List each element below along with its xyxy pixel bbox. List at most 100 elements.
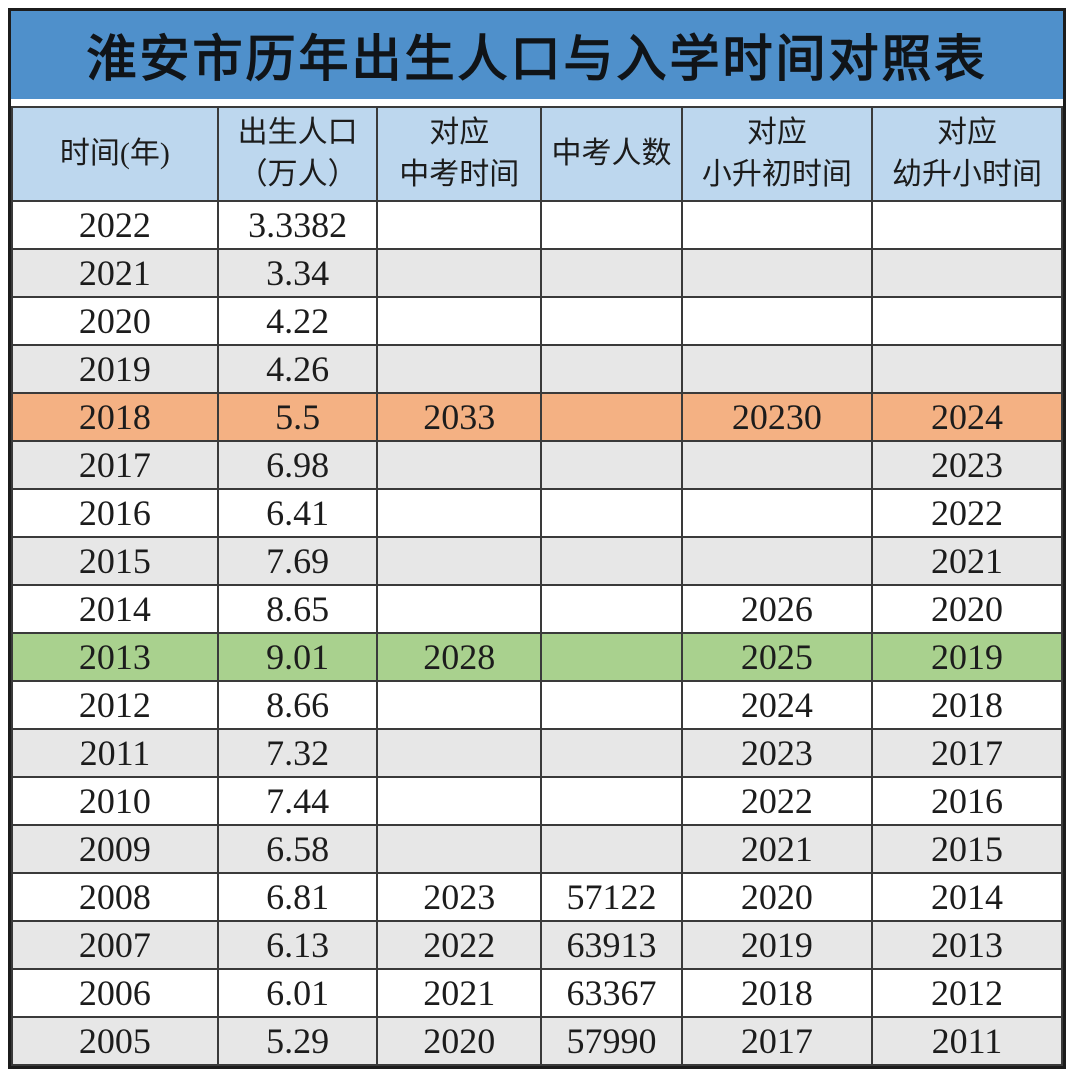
- cell-2006-youshengxiao-year: 2012: [870, 968, 1064, 1018]
- cell-2008-youshengxiao-year: 2014: [870, 872, 1064, 922]
- cell-2019-youshengxiao-year: [870, 344, 1064, 394]
- cell-2017-year: 2017: [11, 440, 219, 490]
- table-row-2011: 2011 7.32 2023 2017: [11, 728, 1064, 778]
- table-body: 2022 3.3382 2021 3.34 2020 4.22 2019 4.26 2018 5.…: [11, 200, 1064, 1066]
- cell-2007-zhongkao-year: 2022: [376, 920, 543, 970]
- cell-2005-year: 2005: [11, 1016, 219, 1066]
- cell-2007-year: 2007: [11, 920, 219, 970]
- table-title: 淮安市历年出生人口与入学时间对照表: [11, 11, 1063, 106]
- table-row-2010: 2010 7.44 2022 2016: [11, 776, 1064, 826]
- header-row: 时间(年) 出生人口 （万人） 对应 中考时间 中考人数 对应 小升初时间 对应 幼升小时间: [11, 106, 1064, 202]
- cell-2008-xiaoshengchu-year: 2020: [680, 872, 873, 922]
- cell-2015-zhongkao-count: [540, 536, 683, 586]
- cell-2016-birth-population: 6.41: [216, 488, 379, 538]
- cell-2006-zhongkao-count: 63367: [540, 968, 683, 1018]
- cell-2010-xiaoshengchu-year: 2022: [680, 776, 873, 826]
- cell-2009-year: 2009: [11, 824, 219, 874]
- cell-2022-birth-population: 3.3382: [216, 200, 379, 250]
- cell-2013-zhongkao-year: 2028: [376, 632, 543, 682]
- cell-2021-year: 2021: [11, 248, 219, 298]
- cell-2005-birth-population: 5.29: [216, 1016, 379, 1066]
- cell-2007-youshengxiao-year: 2013: [870, 920, 1064, 970]
- cell-2011-youshengxiao-year: 2017: [870, 728, 1064, 778]
- cell-2022-year: 2022: [11, 200, 219, 250]
- cell-2007-xiaoshengchu-year: 2019: [680, 920, 873, 970]
- cell-2012-zhongkao-year: [376, 680, 543, 730]
- cell-2017-zhongkao-count: [540, 440, 683, 490]
- cell-2021-zhongkao-year: [376, 248, 543, 298]
- cell-2017-xiaoshengchu-year: [680, 440, 873, 490]
- cell-2021-birth-population: 3.34: [216, 248, 379, 298]
- column-header-youshengxiao-year: 对应 幼升小时间: [870, 106, 1064, 202]
- column-header-xiaoshengchu-year: 对应 小升初时间: [680, 106, 873, 202]
- cell-2020-year: 2020: [11, 296, 219, 346]
- cell-2017-zhongkao-year: [376, 440, 543, 490]
- cell-2009-zhongkao-count: [540, 824, 683, 874]
- cell-2011-year: 2011: [11, 728, 219, 778]
- cell-2006-xiaoshengchu-year: 2018: [680, 968, 873, 1018]
- table-row-2016: 2016 6.41 2022: [11, 488, 1064, 538]
- table-row-2020: 2020 4.22: [11, 296, 1064, 346]
- cell-2006-zhongkao-year: 2021: [376, 968, 543, 1018]
- table-row-2013: 2013 9.01 2028 2025 2019: [11, 632, 1064, 682]
- cell-2020-xiaoshengchu-year: [680, 296, 873, 346]
- cell-2016-year: 2016: [11, 488, 219, 538]
- table-row-2007: 2007 6.13 2022 63913 2019 2013: [11, 920, 1064, 970]
- cell-2012-youshengxiao-year: 2018: [870, 680, 1064, 730]
- cell-2018-year: 2018: [11, 392, 219, 442]
- cell-2018-xiaoshengchu-year: 20230: [680, 392, 873, 442]
- cell-2005-xiaoshengchu-year: 2017: [680, 1016, 873, 1066]
- table-row-2005: 2005 5.29 2020 57990 2017 2011: [11, 1016, 1064, 1066]
- cell-2014-xiaoshengchu-year: 2026: [680, 584, 873, 634]
- cell-2009-youshengxiao-year: 2015: [870, 824, 1064, 874]
- table-row-2009: 2009 6.58 2021 2015: [11, 824, 1064, 874]
- cell-2016-zhongkao-year: [376, 488, 543, 538]
- cell-2016-xiaoshengchu-year: [680, 488, 873, 538]
- column-header-zhongkao-year: 对应 中考时间: [376, 106, 543, 202]
- cell-2014-birth-population: 8.65: [216, 584, 379, 634]
- cell-2012-zhongkao-count: [540, 680, 683, 730]
- cell-2015-youshengxiao-year: 2021: [870, 536, 1064, 586]
- cell-2010-year: 2010: [11, 776, 219, 826]
- cell-2012-year: 2012: [11, 680, 219, 730]
- cell-2005-youshengxiao-year: 2011: [870, 1016, 1064, 1066]
- cell-2005-zhongkao-year: 2020: [376, 1016, 543, 1066]
- cell-2013-birth-population: 9.01: [216, 632, 379, 682]
- cell-2019-birth-population: 4.26: [216, 344, 379, 394]
- cell-2012-xiaoshengchu-year: 2024: [680, 680, 873, 730]
- cell-2021-xiaoshengchu-year: [680, 248, 873, 298]
- cell-2014-zhongkao-year: [376, 584, 543, 634]
- cell-2019-year: 2019: [11, 344, 219, 394]
- cell-2009-xiaoshengchu-year: 2021: [680, 824, 873, 874]
- cell-2020-zhongkao-count: [540, 296, 683, 346]
- cell-2021-zhongkao-count: [540, 248, 683, 298]
- cell-2009-birth-population: 6.58: [216, 824, 379, 874]
- cell-2014-zhongkao-count: [540, 584, 683, 634]
- cell-2010-birth-population: 7.44: [216, 776, 379, 826]
- cell-2005-zhongkao-count: 57990: [540, 1016, 683, 1066]
- cell-2018-birth-population: 5.5: [216, 392, 379, 442]
- table-row-2006: 2006 6.01 2021 63367 2018 2012: [11, 968, 1064, 1018]
- cell-2021-youshengxiao-year: [870, 248, 1064, 298]
- cell-2018-zhongkao-count: [540, 392, 683, 442]
- cell-2012-birth-population: 8.66: [216, 680, 379, 730]
- cell-2019-xiaoshengchu-year: [680, 344, 873, 394]
- cell-2010-zhongkao-count: [540, 776, 683, 826]
- cell-2017-birth-population: 6.98: [216, 440, 379, 490]
- cell-2011-zhongkao-year: [376, 728, 543, 778]
- cell-2014-year: 2014: [11, 584, 219, 634]
- table-header: 时间(年) 出生人口 （万人） 对应 中考时间 中考人数 对应 小升初时间 对应 幼升小时间: [11, 106, 1064, 202]
- cell-2022-xiaoshengchu-year: [680, 200, 873, 250]
- cell-2013-zhongkao-count: [540, 632, 683, 682]
- comparison-table-sheet: 淮安市历年出生人口与入学时间对照表 时间(年) 出生人口 （万人） 对应 中考时间 中考人…: [8, 8, 1066, 1069]
- cell-2019-zhongkao-count: [540, 344, 683, 394]
- cell-2011-zhongkao-count: [540, 728, 683, 778]
- table-row-2008: 2008 6.81 2023 57122 2020 2014: [11, 872, 1064, 922]
- table-row-2018: 2018 5.5 2033 20230 2024: [11, 392, 1064, 442]
- cell-2007-zhongkao-count: 63913: [540, 920, 683, 970]
- cell-2018-zhongkao-year: 2033: [376, 392, 543, 442]
- column-header-birth-population: 出生人口 （万人）: [216, 106, 379, 202]
- column-header-year: 时间(年): [11, 106, 219, 202]
- cell-2006-birth-population: 6.01: [216, 968, 379, 1018]
- cell-2010-youshengxiao-year: 2016: [870, 776, 1064, 826]
